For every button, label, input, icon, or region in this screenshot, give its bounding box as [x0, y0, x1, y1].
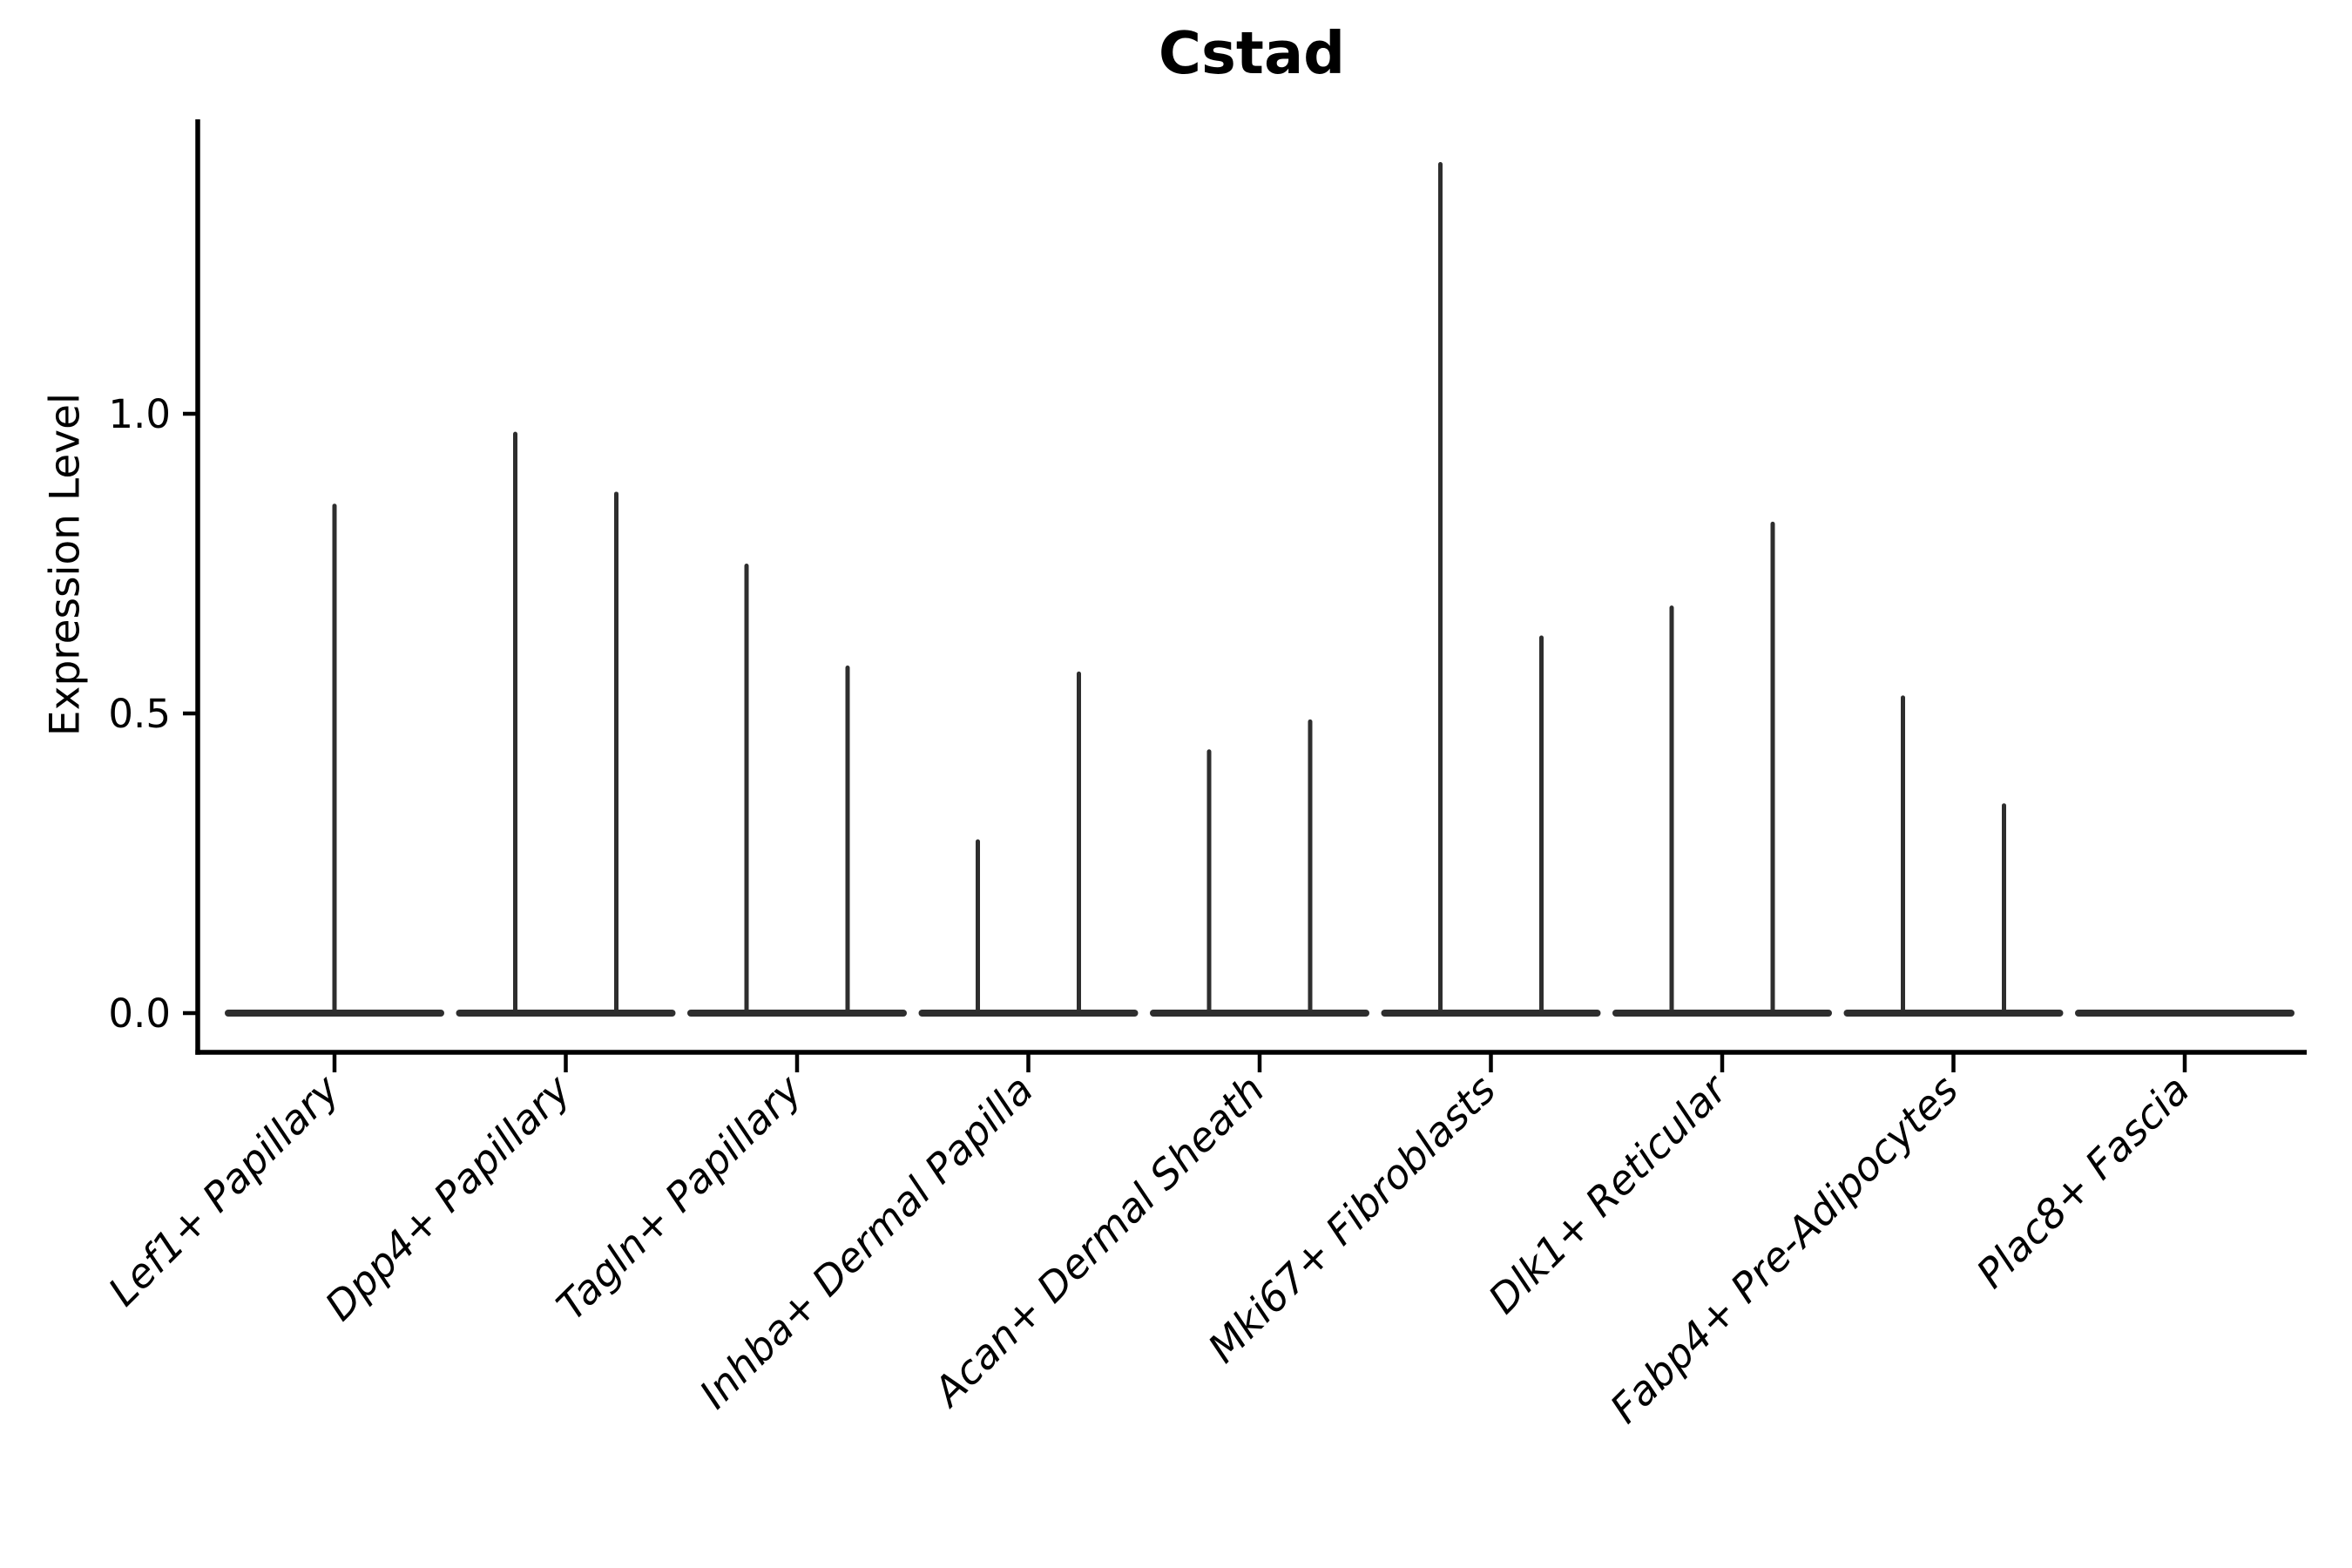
- y-tick-label: 0.5: [108, 691, 171, 737]
- x-tick-label: Lef1+ Papillary: [99, 1065, 348, 1315]
- x-tick-label: Dpp4+ Papillary: [316, 1065, 580, 1329]
- y-tick-label: 0.0: [108, 990, 171, 1037]
- x-tick-label: Tagln+ Papillary: [547, 1065, 811, 1329]
- x-tick-label: Plac8+ Fascia: [1967, 1066, 2198, 1297]
- x-tick-label: Dlk1+ Reticular: [1479, 1064, 1738, 1322]
- chart-title: Cstad: [1158, 19, 1346, 87]
- y-tick-label: 1.0: [108, 391, 171, 437]
